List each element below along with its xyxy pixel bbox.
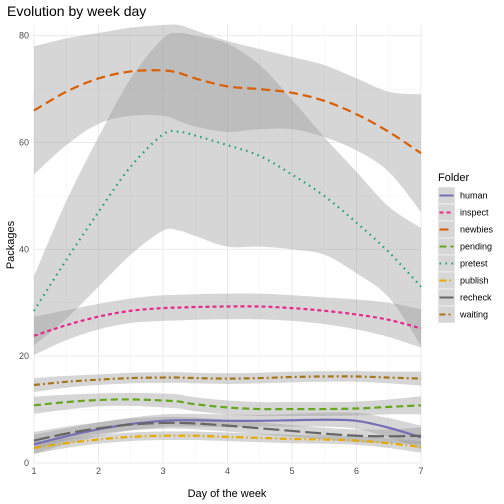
series-line-newbies: [33, 69, 422, 155]
series-line-recheck: [33, 421, 422, 442]
x-tick-label: 2: [96, 466, 101, 476]
legend-label-human: human: [460, 191, 488, 201]
grid-major: [33, 25, 422, 464]
legend-key-waiting: [437, 305, 456, 324]
legend-label-pending: pending: [460, 242, 492, 252]
series-lines: [33, 69, 422, 450]
x-tick-label: 5: [289, 466, 294, 476]
legend-label-recheck: recheck: [460, 293, 492, 303]
legend-title: Folder: [438, 172, 470, 184]
y-tick-label: 60: [19, 138, 29, 148]
legend: Folder human inspect newbies pending pretest…: [437, 172, 494, 324]
x-axis-label: Day of the week: [188, 488, 267, 500]
band-human: [34, 412, 421, 454]
chart-title: Evolution by week day: [7, 3, 146, 19]
x-tick-label: 3: [160, 466, 165, 476]
y-tick-label: 80: [19, 31, 29, 41]
y-axis-ticks: 0 20 40 60 80: [19, 31, 29, 468]
band-pretest: [34, 32, 421, 346]
legend-label-waiting: waiting: [459, 310, 488, 320]
series-line-publish: [33, 434, 422, 450]
series-line-pending: [33, 398, 422, 411]
series-line-inspect: [33, 305, 422, 337]
y-tick-label: 20: [19, 351, 29, 361]
y-tick-label: 0: [24, 458, 29, 468]
x-tick-label: 1: [31, 466, 36, 476]
band-inspect: [34, 293, 421, 356]
band-pending: [34, 393, 421, 417]
x-tick-label: 4: [225, 466, 230, 476]
legend-label-publish: publish: [460, 276, 489, 286]
legend-label-newbies: newbies: [460, 225, 494, 235]
legend-label-inspect: inspect: [460, 208, 489, 218]
x-axis-ticks: 1 2 3 4 5 6 7: [31, 466, 423, 476]
x-tick-label: 6: [354, 466, 359, 476]
x-tick-label: 7: [418, 466, 423, 476]
y-tick-label: 40: [19, 244, 29, 254]
legend-label-pretest: pretest: [460, 259, 488, 269]
y-axis-label: Packages: [5, 220, 17, 269]
